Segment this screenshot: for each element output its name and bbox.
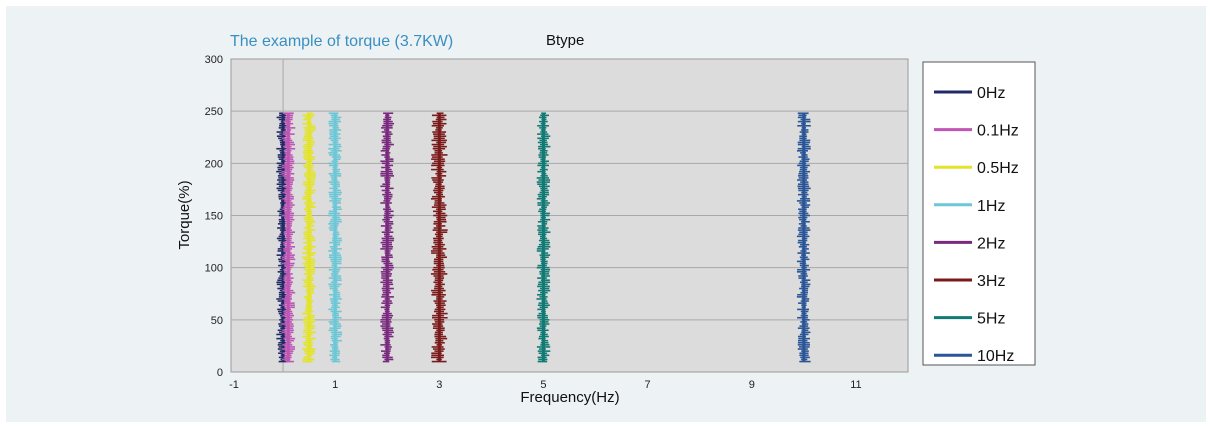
legend-item: 1Hz (934, 198, 1005, 215)
legend-label: 3Hz (977, 273, 1005, 290)
legend-label: 5Hz (977, 311, 1005, 328)
legend-item: 5Hz (934, 311, 1005, 328)
series-layer (276, 112, 811, 363)
y-tick-label: 250 (205, 106, 223, 118)
legend-label: 0.1Hz (977, 123, 1019, 140)
legend-item: 0.1Hz (934, 123, 1019, 140)
series-5hz (536, 112, 551, 363)
legend-label: 1Hz (977, 198, 1005, 215)
legend-item: 0Hz (934, 85, 1005, 102)
x-tick-label: -1 (229, 379, 239, 391)
legend-item: 2Hz (934, 235, 1005, 252)
legend-item: 0.5Hz (934, 160, 1019, 177)
legend-label: 2Hz (977, 235, 1005, 252)
y-tick-label: 150 (205, 211, 223, 223)
y-tick-label: 0 (217, 367, 223, 379)
legend-box (922, 61, 1036, 366)
y-tick-label: 200 (205, 158, 223, 170)
x-tick-label: 9 (749, 379, 755, 391)
series-0-1hz (281, 112, 296, 363)
axes: 0 50 100 150 200 250 300 -1 1 3 5 7 9 11 (205, 54, 862, 391)
legend: 0Hz 0.1Hz 0.5Hz 1Hz 2Hz 3Hz 5Hz 10Hz (934, 85, 1019, 365)
series-2hz (380, 112, 395, 363)
legend-label: 0Hz (977, 85, 1005, 102)
legend-label: 0.5Hz (977, 160, 1019, 177)
series-0-5hz (302, 112, 317, 363)
x-tick-label: 1 (332, 379, 338, 391)
torque-chart: The example of torque (3.7KW) Btype 0 50 1… (176, 32, 1036, 406)
x-tick-label: 11 (850, 379, 861, 391)
y-tick-label: 50 (211, 315, 223, 327)
legend-item: 3Hz (934, 273, 1005, 290)
y-axis-label: Torque(%) (176, 180, 193, 249)
x-tick-label: 7 (645, 379, 651, 391)
x-tick-label: 3 (436, 379, 442, 391)
x-tick-label: 5 (540, 379, 546, 391)
series-3hz (430, 112, 448, 363)
y-tick-label: 100 (205, 263, 223, 275)
chart-title: The example of torque (3.7KW) (230, 33, 453, 50)
legend-item: 10Hz (934, 348, 1014, 365)
chart-subtitle: Btype (546, 32, 584, 49)
chart-panel: The example of torque (3.7KW) Btype 0 50 1… (6, 6, 1206, 422)
x-axis-label: Frequency(Hz) (520, 389, 619, 406)
legend-label: 10Hz (977, 348, 1014, 365)
y-tick-label: 300 (205, 54, 223, 66)
series-1hz (328, 112, 343, 363)
series-10hz (796, 112, 811, 363)
